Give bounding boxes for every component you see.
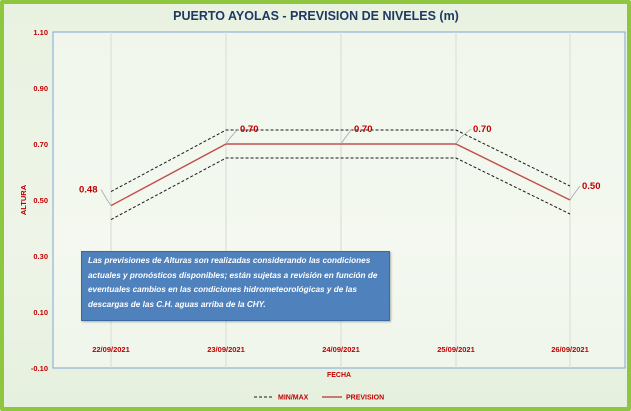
- data-label: 0.70: [473, 124, 492, 135]
- data-label-leader: [225, 128, 239, 145]
- legend-entry: PREVISION: [346, 395, 384, 402]
- y-axis-label: ALTURA: [19, 184, 28, 215]
- data-label: 0.70: [354, 124, 373, 135]
- y-tick-label: 0.90: [33, 84, 48, 93]
- x-tick-label: 22/09/2021: [92, 345, 130, 354]
- y-tick-label: 0.30: [33, 252, 48, 261]
- data-label: 0.70: [240, 124, 259, 135]
- data-label: 0.50: [582, 181, 601, 192]
- x-tick-label: 26/09/2021: [551, 345, 589, 354]
- x-tick-label: 23/09/2021: [207, 345, 245, 354]
- series-line-min-max-1: [110, 157, 571, 221]
- legend-entry: MIN/MAX: [278, 395, 309, 402]
- data-label-leader: [569, 185, 581, 201]
- data-label-leader: [340, 128, 353, 145]
- series-line-min-max-0: [110, 129, 571, 193]
- y-tick-label: 1.10: [33, 28, 48, 37]
- data-label-leader: [455, 128, 472, 145]
- chart-title: PUERTO AYOLAS - PREVISION DE NIVELES (m): [173, 9, 459, 23]
- x-axis-label: FECHA: [327, 372, 351, 379]
- data-label-leader: [100, 189, 112, 206]
- y-tick-label: -0.10: [31, 364, 48, 373]
- y-tick-label: 0.50: [33, 196, 48, 205]
- x-tick-label: 25/09/2021: [437, 345, 475, 354]
- data-label: 0.48: [79, 185, 98, 196]
- y-tick-label: 0.10: [33, 308, 48, 317]
- x-tick-label: 24/09/2021: [322, 345, 360, 354]
- y-tick-label: 0.70: [33, 140, 48, 149]
- forecast-note: Las previsiones de Alturas son realizada…: [81, 251, 390, 321]
